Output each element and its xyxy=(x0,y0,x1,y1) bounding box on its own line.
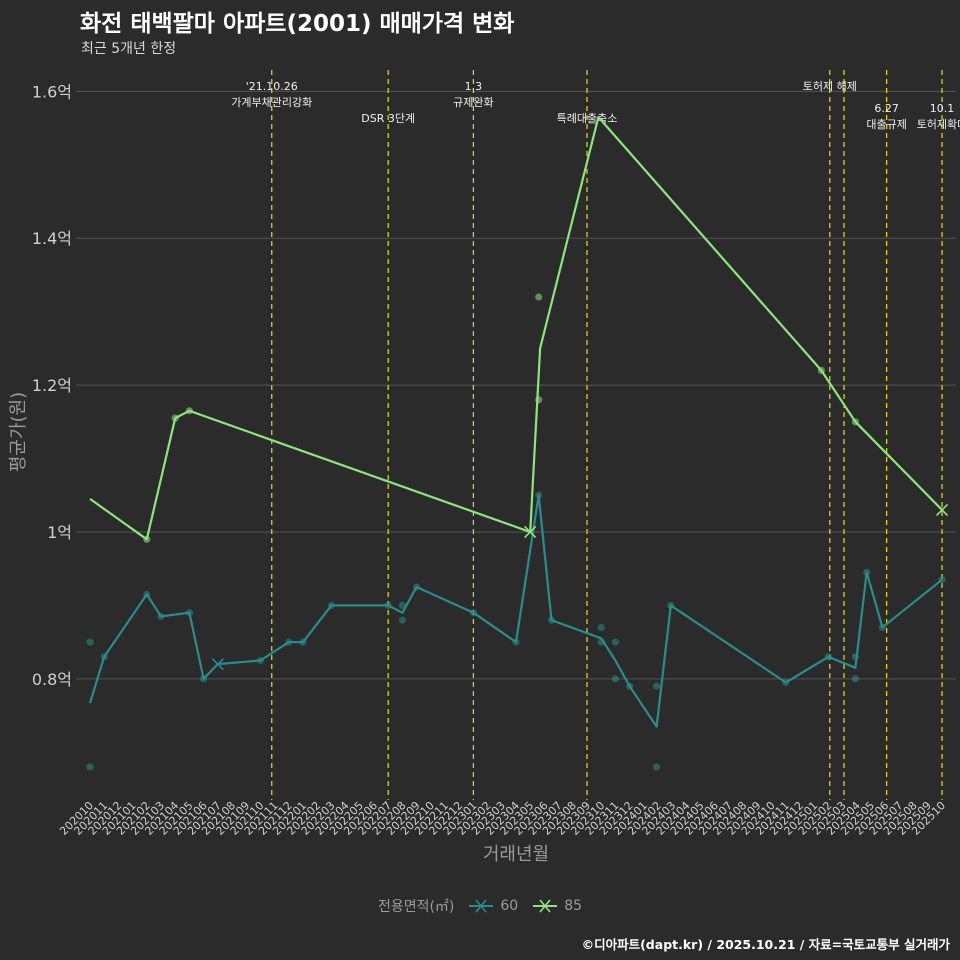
series-line-85 xyxy=(89,115,943,541)
series-line-60 xyxy=(88,494,943,728)
event-label: 토허제확대 xyxy=(917,118,960,131)
legend-label-85: 85 xyxy=(564,898,583,914)
data-point-60 xyxy=(611,638,620,646)
event-label: 10.1 xyxy=(930,102,955,115)
data-point-60 xyxy=(851,675,859,683)
latest-marker-85 xyxy=(935,503,949,517)
event-label: 토허제 해제 xyxy=(803,79,857,93)
y-tick-label: 1억 xyxy=(47,523,72,542)
legend-item-60: 60 xyxy=(468,898,518,914)
source-caption: ©디아파트(dapt.kr) / 2025.10.21 / 자료=국토교통부 실… xyxy=(581,937,950,952)
data-point-85 xyxy=(535,293,543,301)
data-point-60 xyxy=(597,623,605,632)
event-label: 1.3 xyxy=(465,80,483,93)
y-tick-label: 0.8억 xyxy=(32,670,72,689)
chart-title: 화전 태백팔마 아파트(2001) 매매가격 변화 xyxy=(80,11,515,37)
marker-stroke xyxy=(211,658,224,671)
y-tick-labels: 0.8억 1억 1.2억 1.4억 1.6억 xyxy=(32,82,72,688)
legend-label-60: 60 xyxy=(500,898,519,914)
y-tick-label: 1.2억 xyxy=(32,376,72,395)
event-label: 규제완화 xyxy=(453,96,493,109)
latest-marker-60 xyxy=(211,658,224,671)
legend-item-85: 85 xyxy=(532,898,582,914)
y-axis-label: 평균가(원) xyxy=(8,392,29,472)
event-label: '21.10.26 xyxy=(246,80,298,93)
series-layer xyxy=(86,115,949,771)
event-label: 6.27 xyxy=(874,102,899,115)
legend: 전용면적(㎡) 60 85 xyxy=(0,896,960,916)
y-gridlines xyxy=(76,90,956,680)
latest-marker-85 xyxy=(524,525,537,539)
x-axis-label: 거래년월 xyxy=(483,844,549,865)
event-label: DSR 3단계 xyxy=(361,112,415,125)
y-tick-label: 1.4억 xyxy=(32,229,72,248)
chart-subtitle: 최근 5개년 한정 xyxy=(81,41,177,57)
legend-title: 전용면적(㎡) xyxy=(377,899,455,915)
y-tick-label: 1.6억 xyxy=(32,82,72,101)
data-point-60 xyxy=(652,763,661,771)
event-label: 특례대출축소 xyxy=(557,112,618,125)
marker-stroke xyxy=(524,525,537,539)
legend-swatch-85-icon xyxy=(533,899,558,913)
event-label: 대출규제 xyxy=(866,118,906,131)
data-point-60 xyxy=(398,616,406,624)
data-point-60 xyxy=(86,763,94,771)
legend-swatch-60-icon xyxy=(469,899,494,913)
data-point-60 xyxy=(652,682,661,690)
event-label: 가계부채관리강화 xyxy=(231,96,312,109)
data-point-60 xyxy=(86,638,94,646)
x-tick-labels: 2020102020112020122021012021022021032021… xyxy=(57,799,948,838)
data-point-60 xyxy=(611,675,620,683)
marker-stroke xyxy=(935,503,949,517)
